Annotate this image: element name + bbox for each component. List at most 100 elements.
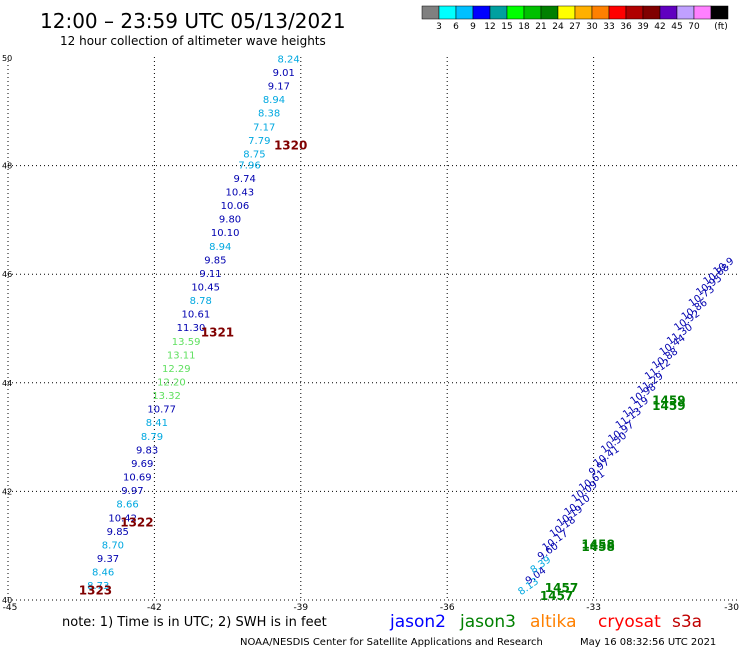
data-point-label: 13.11 — [167, 350, 196, 361]
data-point-label: 8.24 — [277, 54, 299, 65]
time-label: 1457 — [540, 589, 573, 603]
footer-credit: NOAA/NESDIS Center for Satellite Applica… — [240, 637, 543, 648]
data-point-label: 8.78 — [190, 296, 212, 307]
time-label: 1321 — [201, 326, 234, 340]
x-tick-label: -39 — [293, 603, 308, 613]
chart-title: 12:00 – 23:59 UTC 05/13/2021 — [40, 9, 346, 33]
colorbar-label: 42 — [654, 22, 665, 32]
data-point-label: 8.41 — [146, 418, 168, 429]
data-point-label: 10.42 — [108, 513, 137, 524]
satellite-legend-jason2: jason2 — [389, 612, 446, 632]
colorbar-swatch — [608, 5, 627, 20]
plot-frame — [7, 57, 740, 601]
data-point-label: 8.73 — [87, 581, 109, 592]
colorbar-label: 30 — [586, 22, 598, 32]
y-tick-label: 48 — [2, 162, 12, 171]
data-point-label: 9.37 — [97, 554, 119, 565]
data-point-label: 8.66 — [116, 500, 138, 511]
colorbar-label: 9 — [470, 22, 476, 32]
colorbar-label: 3 — [436, 22, 442, 32]
colorbar-swatch — [489, 5, 508, 20]
satellite-legend-s3a: s3a — [672, 612, 702, 632]
data-point-label: 10.77 — [147, 405, 176, 416]
colorbar-swatch — [421, 5, 440, 20]
data-point-label: 9.17 — [268, 82, 290, 93]
data-point-label: 13.59 — [172, 337, 201, 348]
data-point-label: 8.75 — [243, 149, 265, 160]
data-point-label: 10.61 — [182, 310, 211, 321]
colorbar-swatch — [506, 5, 525, 20]
colorbar-label: 36 — [620, 22, 632, 32]
data-point-label: 9.01 — [273, 68, 295, 79]
colorbar-label: 45 — [671, 22, 682, 32]
time-label: 1459 — [652, 394, 685, 408]
data-point-label: 7.79 — [248, 136, 270, 147]
colorbar-swatch — [472, 5, 491, 20]
colorbar-label: 15 — [501, 22, 512, 32]
data-point-label: 12.20 — [157, 378, 186, 389]
satellite-legend-cryosat: cryosat — [598, 612, 661, 632]
colorbar-label: 12 — [484, 22, 495, 32]
time-label: 1458 — [581, 540, 614, 554]
colorbar-swatch — [523, 5, 542, 20]
grid-lines — [8, 57, 740, 600]
x-tick-label: -45 — [3, 603, 18, 613]
data-point-label: 13.32 — [152, 391, 181, 402]
data-point-label: 10.10 — [211, 228, 240, 239]
satellite-legend-altika: altika — [530, 612, 577, 632]
colorbar-label: 6 — [453, 22, 459, 32]
x-tick-label: -36 — [440, 603, 455, 613]
time-label: 1458 — [581, 537, 614, 551]
colorbar-swatch — [710, 5, 729, 20]
data-point-label: 11.30 — [177, 323, 206, 334]
colorbar-label: 70 — [688, 22, 700, 32]
colorbar-swatch — [659, 5, 678, 20]
axis-ticks: -45 -42 -39 -36 -33 -30 40 42 44 46 48 50 — [2, 54, 739, 613]
colorbar-label: 33 — [603, 22, 614, 32]
colorbar-swatch — [438, 5, 457, 20]
colorbar-swatch — [574, 5, 593, 20]
data-point-label: 9.11 — [199, 269, 221, 280]
data-point-label: 10.69 — [123, 473, 152, 484]
time-label: 1457 — [545, 581, 578, 595]
colorbar-swatch — [693, 5, 712, 20]
time-label: 1323 — [79, 584, 112, 598]
data-point-label: 9.83 — [136, 445, 158, 456]
data-point-label: 9.85 — [204, 255, 226, 266]
data-point-label: 8.94 — [263, 95, 285, 106]
colorbar-swatch — [557, 5, 576, 20]
time-label: 1459 — [652, 399, 685, 413]
time-label: 1322 — [120, 516, 153, 530]
data-point-label: 12.29 — [162, 364, 191, 375]
data-point-label: 8.70 — [102, 540, 124, 551]
colorbar-swatch — [625, 5, 644, 20]
data-point-label: 8.79 — [141, 432, 163, 443]
data-point-label: 10.43 — [225, 187, 254, 198]
y-tick-label: 42 — [2, 487, 12, 496]
color-scale-legend: 3 6 9 12 15 18 21 24 27 30 33 36 39 42 45 70 (ft) — [421, 5, 729, 32]
colorbar-swatch — [455, 5, 474, 20]
x-tick-label: -30 — [724, 603, 739, 613]
data-point-label: 9.85 — [107, 527, 129, 538]
colorbar-swatch — [540, 5, 559, 20]
colorbar-unit: (ft) — [714, 22, 728, 32]
data-point-label: 8.38 — [258, 109, 280, 120]
colorbar-swatch — [642, 5, 661, 20]
colorbar-label: 27 — [569, 22, 580, 32]
colorbar-swatch — [676, 5, 695, 20]
colorbar-swatch — [591, 5, 610, 20]
data-point-label: 9.80 — [219, 215, 241, 226]
data-point-label: 9.74 — [234, 174, 256, 185]
satellite-legend-jason3: jason3 — [459, 612, 516, 632]
time-label: 1320 — [274, 138, 307, 152]
colorbar-label: 24 — [552, 22, 564, 32]
y-tick-label: 46 — [2, 270, 12, 279]
data-point-label: 8.46 — [92, 568, 114, 579]
y-tick-label: 44 — [2, 379, 12, 388]
colorbar-label: 39 — [637, 22, 649, 32]
chart-subtitle: 12 hour collection of altimeter wave hei… — [60, 34, 326, 48]
footer-timestamp: May 16 08:32:56 UTC 2021 — [580, 637, 716, 648]
x-tick-label: -42 — [147, 603, 162, 613]
data-point-label: 7.17 — [253, 122, 275, 133]
